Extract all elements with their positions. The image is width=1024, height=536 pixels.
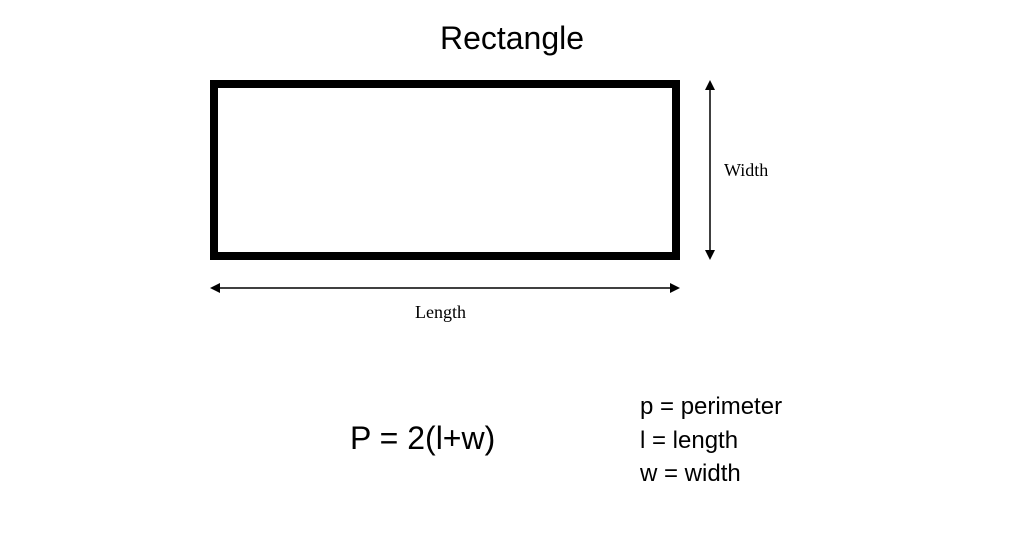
legend: p = perimeter l = length w = width bbox=[640, 390, 782, 491]
legend-line-width: w = width bbox=[640, 457, 782, 491]
rectangle-shape bbox=[210, 80, 680, 260]
diagram-title: Rectangle bbox=[0, 20, 1024, 57]
width-arrow-icon bbox=[700, 80, 720, 260]
length-arrow-icon bbox=[210, 278, 680, 298]
legend-line-length: l = length bbox=[640, 424, 782, 458]
width-dimension-label: Width bbox=[724, 160, 768, 181]
rectangle-diagram: Width Length bbox=[210, 80, 810, 320]
perimeter-formula: P = 2(l+w) bbox=[350, 420, 495, 457]
length-dimension-label: Length bbox=[415, 302, 466, 323]
legend-line-perimeter: p = perimeter bbox=[640, 390, 782, 424]
